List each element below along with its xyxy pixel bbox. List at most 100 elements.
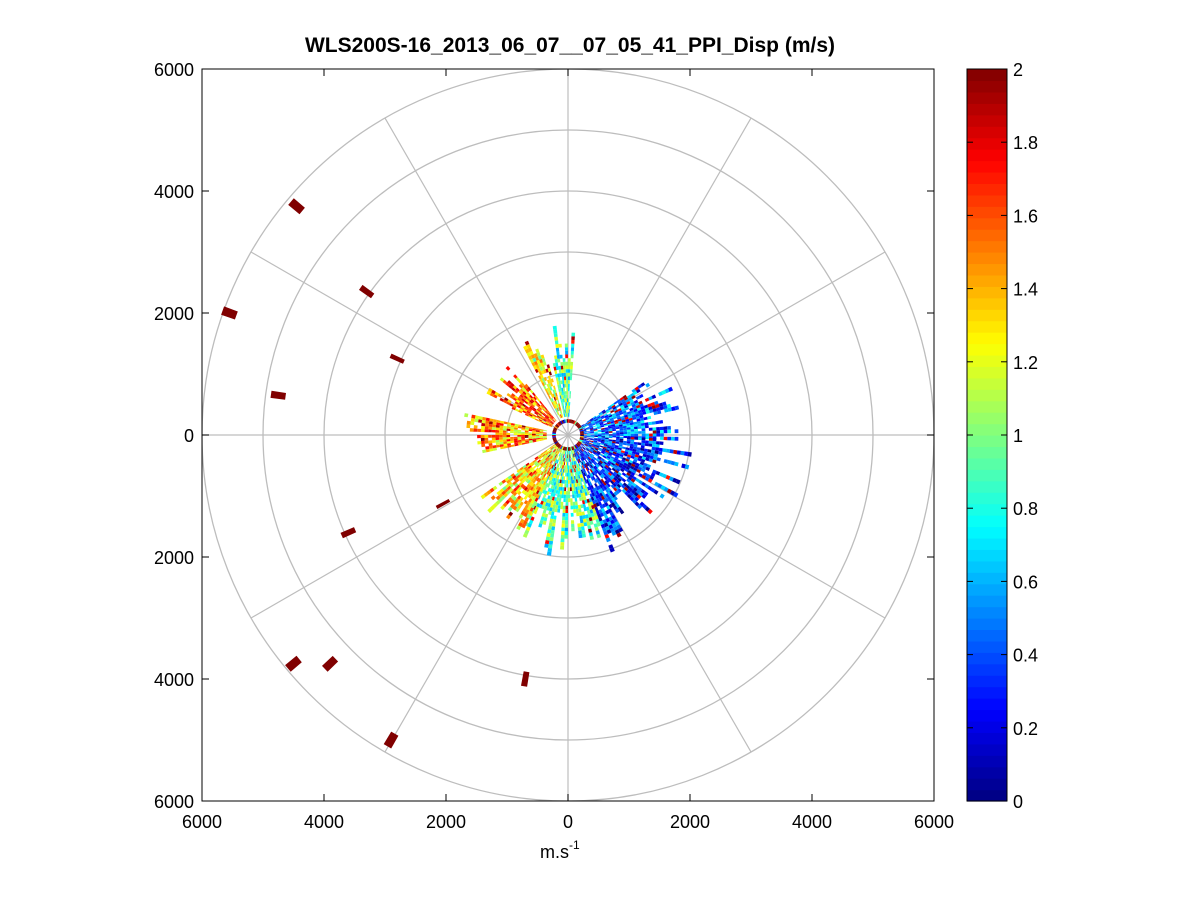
data-cell (492, 445, 497, 449)
data-cell (570, 419, 573, 424)
data-cell (573, 464, 576, 469)
data-cell (588, 460, 592, 465)
data-cell (537, 355, 542, 360)
data-cell (557, 384, 560, 389)
data-cell (635, 452, 640, 456)
data-cell (543, 435, 547, 437)
data-cell (631, 414, 636, 418)
data-cell (574, 479, 577, 484)
data-cell (582, 439, 586, 442)
data-cell (624, 406, 630, 411)
data-cell (610, 519, 615, 525)
colorbar-swatch (967, 412, 1007, 425)
data-cell (565, 465, 567, 470)
data-cell (473, 425, 478, 429)
data-cell (541, 497, 546, 502)
data-cell (601, 438, 605, 441)
data-cell (564, 483, 567, 488)
data-cell (584, 444, 588, 447)
data-cell (600, 523, 606, 529)
data-cell (557, 447, 561, 452)
data-cell (495, 427, 500, 431)
data-cell (611, 422, 615, 425)
data-cell (514, 408, 520, 412)
data-cell (555, 504, 559, 509)
data-cell (593, 487, 598, 492)
data-cell (510, 444, 515, 447)
data-cell (543, 412, 547, 416)
data-cell (612, 427, 616, 430)
data-cell (543, 469, 547, 474)
data-cell (558, 407, 561, 411)
data-cell (537, 482, 542, 487)
data-cell (586, 433, 591, 435)
data-cell (556, 354, 560, 359)
data-cell (593, 511, 598, 517)
data-cell (561, 402, 563, 407)
data-cell (614, 529, 620, 535)
data-cell (610, 409, 615, 414)
data-cell (484, 426, 489, 430)
data-cell (602, 448, 606, 452)
data-cell (524, 436, 529, 438)
data-cell (606, 410, 611, 414)
data-cell (633, 408, 638, 413)
data-cell (553, 405, 556, 409)
data-cell (615, 426, 620, 430)
colorbar-swatch (967, 240, 1007, 253)
data-cell (543, 517, 548, 522)
data-cell (546, 506, 550, 511)
data-cell (498, 481, 504, 486)
data-cell (667, 407, 672, 412)
data-cell (514, 502, 520, 508)
data-cell (562, 406, 565, 410)
data-cell (499, 423, 504, 426)
data-cell (544, 465, 548, 470)
data-cell (564, 405, 567, 410)
data-cell (488, 435, 492, 438)
data-cell (643, 416, 648, 421)
data-cell (565, 450, 567, 455)
data-cell (550, 455, 553, 460)
data-cell (505, 499, 510, 505)
data-cell (521, 441, 526, 444)
colorbar-swatch (967, 103, 1007, 116)
data-cell (592, 467, 596, 471)
outlier-point-1 (221, 306, 238, 320)
data-cell (550, 421, 554, 424)
data-cell (521, 439, 526, 442)
data-cell (569, 461, 572, 466)
data-cell (466, 420, 471, 425)
data-cell (519, 518, 525, 524)
data-cell (524, 340, 530, 346)
data-cell (555, 404, 558, 408)
data-cell (546, 364, 550, 369)
data-cell (570, 472, 573, 477)
data-cell (554, 454, 558, 458)
data-cell (563, 413, 565, 418)
data-cell (579, 497, 582, 502)
y-tick-label: 0 (184, 426, 194, 446)
colorbar-swatch (967, 457, 1007, 470)
data-cell (561, 376, 565, 381)
data-cell (634, 437, 639, 440)
data-cell (534, 395, 539, 400)
data-cell (556, 407, 559, 412)
data-cell (549, 416, 553, 420)
data-cell (577, 523, 581, 528)
data-cell (595, 478, 599, 483)
data-cell (484, 429, 489, 433)
data-cell (653, 489, 659, 495)
data-cell (600, 451, 605, 455)
data-cell (557, 444, 561, 448)
data-cell (550, 446, 554, 450)
data-cell (510, 431, 514, 434)
data-cell (647, 508, 653, 515)
data-cell (626, 423, 631, 426)
data-cell (562, 516, 566, 521)
data-cell (552, 470, 556, 474)
data-cell (652, 430, 657, 434)
data-cell (542, 501, 547, 506)
data-cell (535, 364, 540, 369)
data-cell (601, 416, 605, 420)
